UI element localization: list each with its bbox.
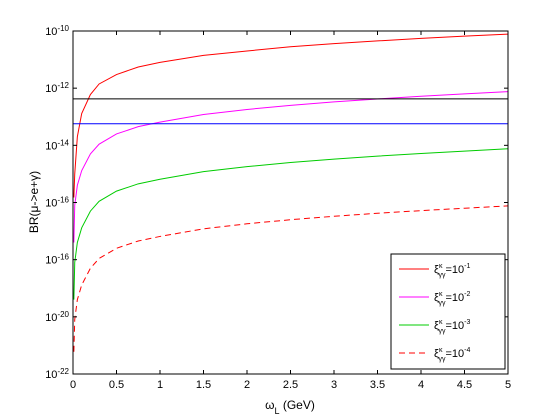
- legend-box: [390, 253, 506, 370]
- y-tick-label: 10-16: [45, 252, 69, 267]
- series-line-4: [73, 205, 508, 352]
- x-tick-label: 0.5: [109, 379, 124, 391]
- legend: ξκ γγ=10-1 ξκ γγ=10-2 ξκ γγ=10-3 ξκ γγ=10-4: [390, 253, 506, 370]
- series-line-2: [73, 91, 508, 243]
- reference-lines: [73, 98, 508, 125]
- x-tick-label: 1: [157, 379, 163, 391]
- y-tick-label: 10-10: [45, 24, 69, 39]
- legend-label-2: ξκ γγ=10-2: [434, 291, 470, 307]
- y-axis-label: BR(μ->e+γ): [27, 171, 41, 233]
- series-line-3: [73, 148, 508, 300]
- x-tick-label: 4: [418, 379, 424, 391]
- x-tick-label: 3.5: [370, 379, 385, 391]
- x-tick-label: 2: [244, 379, 250, 391]
- x-axis-ticks: 0 0.5 1 1.5 2 2.5 3 3.5 4 4.5 5: [70, 31, 511, 391]
- x-tick-label: 5: [505, 379, 511, 391]
- x-tick-label: 1.5: [196, 379, 211, 391]
- legend-label-3: ξκ γγ=10-3: [434, 319, 470, 335]
- y-axis-ticks: 10-22 10-20 10-16 10-16 10-14 10-12 10-10: [45, 24, 508, 382]
- x-axis-label: ωL (GeV): [265, 398, 315, 416]
- series-line-1: [73, 33, 508, 198]
- x-tick-label: 0: [70, 379, 76, 391]
- x-tick-label: 2.5: [283, 379, 298, 391]
- series-layer: [73, 33, 508, 352]
- x-tick-label: 3: [331, 379, 337, 391]
- legend-label-4: ξκ γγ=10-4: [434, 347, 470, 363]
- y-tick-label: 10-16: [45, 195, 69, 210]
- x-tick-label: 4.5: [457, 379, 472, 391]
- y-tick-label: 10-20: [45, 309, 69, 324]
- y-tick-label: 10-12: [45, 81, 69, 96]
- legend-label-1: ξκ γγ=10-1: [434, 263, 470, 279]
- y-tick-label: 10-22: [45, 367, 69, 382]
- y-tick-label: 10-14: [45, 138, 69, 153]
